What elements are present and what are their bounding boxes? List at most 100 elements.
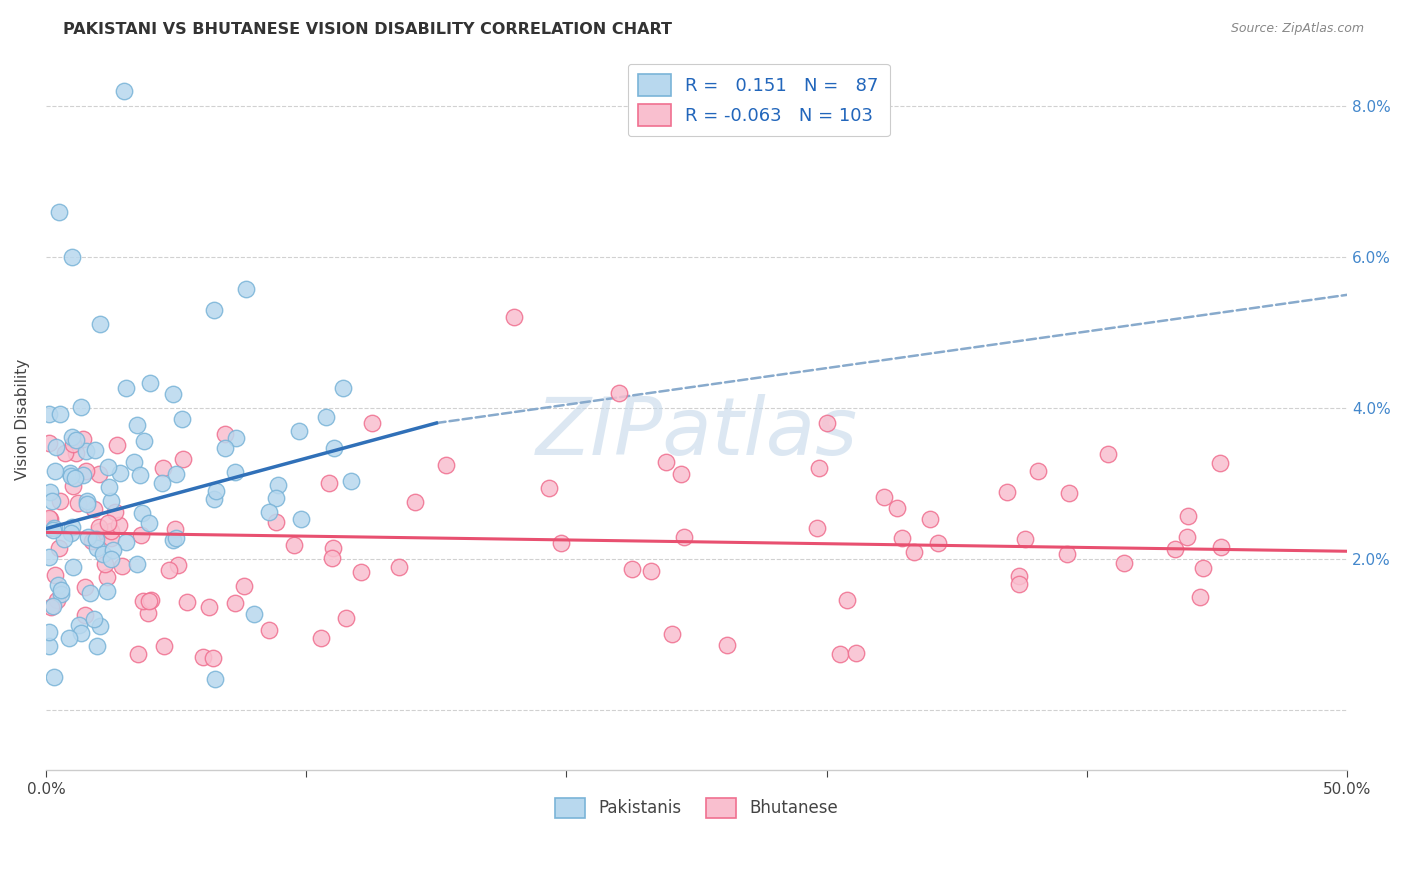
- Point: [350, 565, 373, 579]
- Text: PAKISTANI VS BHUTANESE VISION DISABILITY CORRELATION CHART: PAKISTANI VS BHUTANESE VISION DISABILITY…: [63, 22, 672, 37]
- Point: [62, 479, 84, 493]
- Point: [39, 599, 62, 614]
- Point: [104, 505, 127, 519]
- Point: [903, 545, 925, 559]
- Point: [1026, 464, 1049, 478]
- Point: [53, 532, 76, 546]
- Point: [537, 481, 560, 495]
- Point: [48, 204, 70, 219]
- Point: [266, 491, 288, 505]
- Point: [259, 623, 281, 637]
- Point: [214, 441, 236, 455]
- Point: [62, 559, 84, 574]
- Point: [214, 427, 236, 442]
- Point: [191, 650, 214, 665]
- Point: [80, 534, 103, 549]
- Point: [97, 516, 120, 530]
- Point: [76, 497, 98, 511]
- Point: [66, 495, 89, 509]
- Point: [46, 578, 69, 592]
- Point: [67, 617, 90, 632]
- Text: Source: ZipAtlas.com: Source: ZipAtlas.com: [1230, 22, 1364, 36]
- Point: [404, 495, 426, 509]
- Point: [283, 538, 305, 552]
- Point: [1008, 569, 1031, 583]
- Point: [335, 611, 357, 625]
- Point: [112, 84, 135, 98]
- Point: [138, 376, 160, 391]
- Point: [202, 302, 225, 317]
- Point: [172, 452, 194, 467]
- Point: [138, 516, 160, 530]
- Point: [44, 464, 66, 478]
- Point: [1056, 548, 1078, 562]
- Point: [129, 467, 152, 482]
- Point: [891, 532, 914, 546]
- Point: [42, 599, 65, 614]
- Point: [332, 381, 354, 395]
- Point: [72, 468, 94, 483]
- Point: [607, 385, 630, 400]
- Point: [828, 647, 851, 661]
- Point: [86, 541, 108, 555]
- Y-axis label: Vision Disability: Vision Disability: [15, 359, 30, 480]
- Point: [46, 592, 69, 607]
- Point: [108, 466, 131, 480]
- Point: [323, 441, 346, 455]
- Point: [232, 579, 254, 593]
- Point: [75, 581, 97, 595]
- Point: [72, 432, 94, 446]
- Point: [321, 550, 343, 565]
- Point: [84, 532, 107, 546]
- Point: [96, 584, 118, 599]
- Point: [75, 443, 97, 458]
- Point: [157, 563, 180, 577]
- Point: [38, 485, 60, 500]
- Point: [1164, 541, 1187, 556]
- Point: [76, 530, 98, 544]
- Point: [38, 435, 60, 450]
- Point: [96, 570, 118, 584]
- Point: [49, 587, 72, 601]
- Point: [1014, 533, 1036, 547]
- Point: [640, 564, 662, 578]
- Point: [1175, 530, 1198, 544]
- Point: [127, 647, 149, 661]
- Point: [115, 535, 138, 549]
- Point: [89, 618, 111, 632]
- Point: [315, 409, 337, 424]
- Point: [51, 583, 73, 598]
- Point: [49, 407, 72, 421]
- Point: [1008, 577, 1031, 591]
- Point: [1114, 557, 1136, 571]
- Point: [114, 381, 136, 395]
- Point: [257, 505, 280, 519]
- Point: [873, 490, 896, 504]
- Point: [125, 418, 148, 433]
- Point: [75, 608, 97, 623]
- Point: [550, 536, 572, 550]
- Point: [39, 512, 62, 526]
- Point: [1189, 590, 1212, 604]
- Point: [202, 491, 225, 506]
- Point: [60, 430, 83, 444]
- Point: [434, 458, 457, 473]
- Point: [224, 596, 246, 610]
- Point: [201, 651, 224, 665]
- Point: [655, 455, 678, 469]
- Point: [63, 470, 86, 484]
- Point: [716, 638, 738, 652]
- Point: [59, 467, 82, 481]
- Point: [132, 594, 155, 608]
- Point: [45, 440, 67, 454]
- Point: [134, 434, 156, 448]
- Point: [38, 511, 60, 525]
- Point: [360, 417, 382, 431]
- Point: [84, 443, 107, 458]
- Point: [53, 445, 76, 459]
- Point: [204, 672, 226, 686]
- Point: [1209, 540, 1232, 554]
- Point: [290, 511, 312, 525]
- Point: [918, 512, 941, 526]
- Point: [165, 467, 187, 482]
